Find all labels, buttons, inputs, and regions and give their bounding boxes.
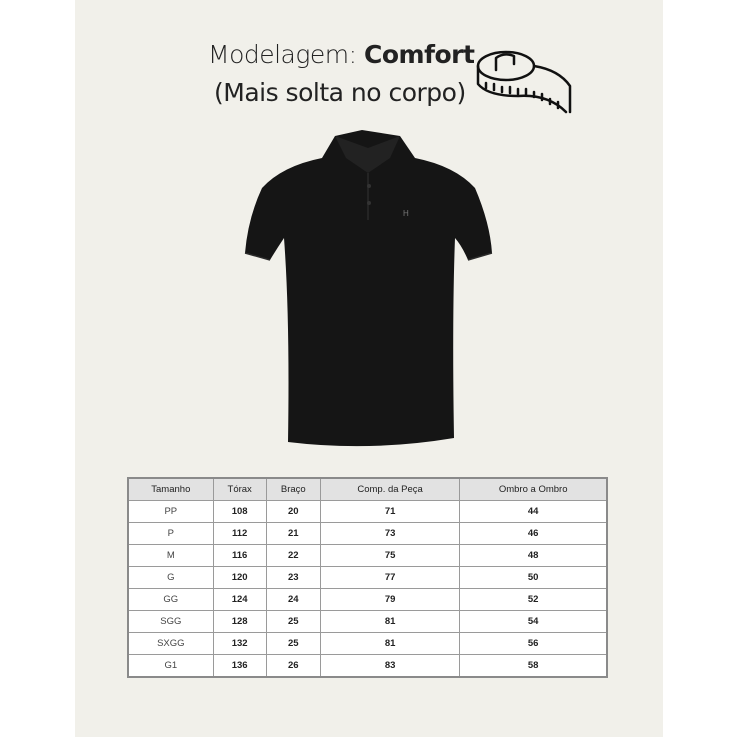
header-size: Tamanho bbox=[127, 477, 214, 501]
table-cell: SXGG bbox=[127, 632, 214, 655]
table-cell: PP bbox=[127, 500, 214, 523]
header-sleeve: Braço bbox=[265, 477, 321, 501]
table-cell: 75 bbox=[319, 544, 461, 567]
table-cell: 25 bbox=[265, 610, 321, 633]
svg-text:H: H bbox=[403, 209, 409, 218]
table-cell: 21 bbox=[265, 522, 321, 545]
table-cell: M bbox=[127, 544, 214, 567]
table-row: PP 108 20 71 44 bbox=[127, 500, 608, 523]
header-chest: Tórax bbox=[212, 477, 267, 501]
table-cell: 52 bbox=[459, 588, 608, 611]
fit-title: Modelagem: Comfort bbox=[208, 40, 475, 69]
table-cell: 24 bbox=[265, 588, 321, 611]
table-cell: 136 bbox=[212, 654, 267, 678]
table-cell: 22 bbox=[265, 544, 321, 567]
table-cell: 25 bbox=[265, 632, 321, 655]
table-cell: 20 bbox=[265, 500, 321, 523]
table-cell: 81 bbox=[319, 632, 461, 655]
title-prefix: Modelagem: bbox=[208, 40, 364, 69]
table-cell: 46 bbox=[459, 522, 608, 545]
table-cell: 128 bbox=[212, 610, 267, 633]
table-header-row: Tamanho Tórax Braço Comp. da Peça Ombro … bbox=[127, 477, 608, 501]
table-cell: 23 bbox=[265, 566, 321, 589]
table-cell: 44 bbox=[459, 500, 608, 523]
table-cell: 112 bbox=[212, 522, 267, 545]
table-row: SXGG 132 25 81 56 bbox=[127, 632, 608, 655]
table-cell: 54 bbox=[459, 610, 608, 633]
size-chart-table: Tamanho Tórax Braço Comp. da Peça Ombro … bbox=[127, 477, 608, 678]
table-cell: 108 bbox=[212, 500, 267, 523]
table-row: P 112 21 73 46 bbox=[127, 522, 608, 545]
measuring-tape-icon bbox=[476, 50, 572, 114]
table-cell: 124 bbox=[212, 588, 267, 611]
table-cell: GG bbox=[127, 588, 214, 611]
table-cell: 56 bbox=[459, 632, 608, 655]
table-cell: 73 bbox=[319, 522, 461, 545]
table-cell: 48 bbox=[459, 544, 608, 567]
table-row: SGG 128 25 81 54 bbox=[127, 610, 608, 633]
table-row: G 120 23 77 50 bbox=[127, 566, 608, 589]
fit-name: Comfort bbox=[364, 40, 475, 69]
table-cell: G bbox=[127, 566, 214, 589]
table-cell: 50 bbox=[459, 566, 608, 589]
table-cell: 79 bbox=[319, 588, 461, 611]
header-length: Comp. da Peça bbox=[319, 477, 461, 501]
table-cell: 77 bbox=[319, 566, 461, 589]
header-shoulder: Ombro a Ombro bbox=[459, 477, 608, 501]
table-cell: P bbox=[127, 522, 214, 545]
table-cell: 81 bbox=[319, 610, 461, 633]
table-row: GG 124 24 79 52 bbox=[127, 588, 608, 611]
table-cell: 116 bbox=[212, 544, 267, 567]
table-cell: 132 bbox=[212, 632, 267, 655]
table-cell: 83 bbox=[319, 654, 461, 678]
table-cell: 120 bbox=[212, 566, 267, 589]
table-row: G1 136 26 83 58 bbox=[127, 654, 608, 678]
table-row: M 116 22 75 48 bbox=[127, 544, 608, 567]
table-cell: G1 bbox=[127, 654, 214, 678]
table-cell: 26 bbox=[265, 654, 321, 678]
polo-shirt-image: H bbox=[244, 130, 493, 447]
table-cell: SGG bbox=[127, 610, 214, 633]
fit-subtitle: (Mais solta no corpo) bbox=[214, 78, 466, 107]
table-cell: 71 bbox=[319, 500, 461, 523]
table-cell: 58 bbox=[459, 654, 608, 678]
